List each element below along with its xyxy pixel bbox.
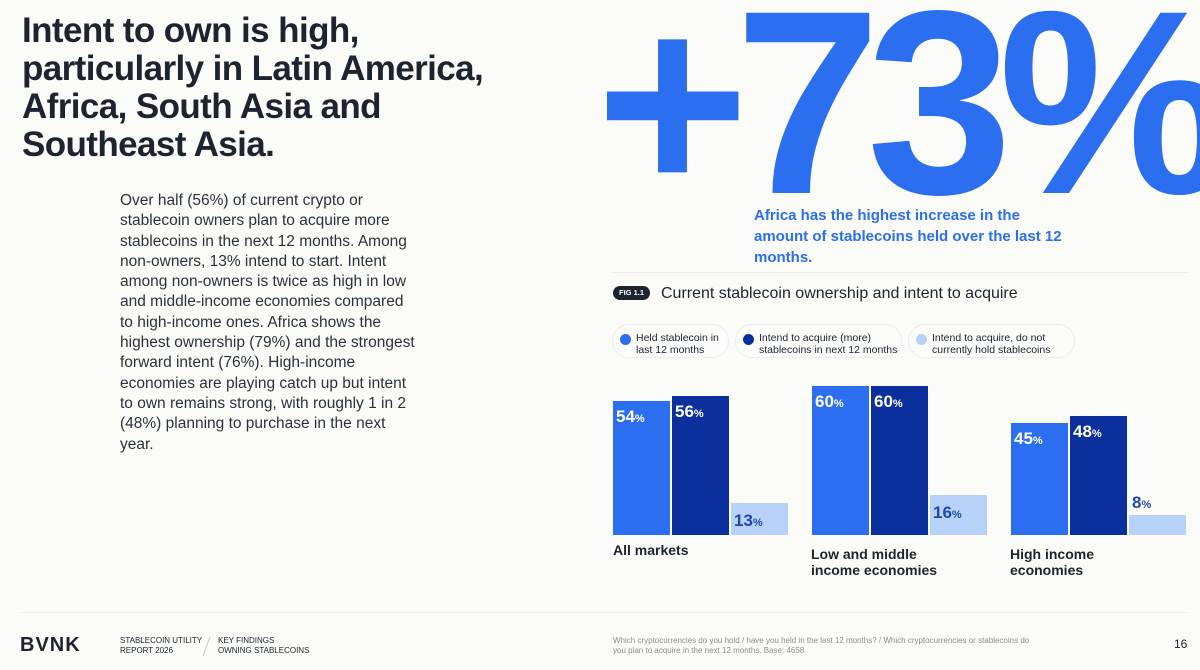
headline: Intent to own is high, particularly in L… <box>22 11 484 164</box>
category-label-all-markets: All markets <box>613 542 689 558</box>
legend-swatch-held <box>620 334 631 345</box>
bar-value-label-intend-more-0: 56% <box>675 402 704 422</box>
legend-swatch-intend-new <box>916 334 927 345</box>
bar-held-1 <box>812 386 869 535</box>
stat-caption: Africa has the highest increase in the a… <box>754 207 1062 266</box>
bar-value-label-intend-new-2: 8% <box>1132 493 1152 513</box>
footer-report-name: STABLECOIN UTILITY REPORT 2026 <box>120 636 203 655</box>
big-stat-value: +73% <box>596 0 1200 249</box>
bar-intend-new-1 <box>930 495 987 535</box>
legend-swatch-intend-more <box>743 334 754 345</box>
bar-value-label-held-2: 45% <box>1014 429 1043 449</box>
legend-item-held: Held stablecoin in last 12 months <box>612 324 729 358</box>
page-number: 16 <box>1174 637 1188 651</box>
category-label-low-middle-income: Low and middle income economies <box>811 546 938 578</box>
bar-value-label-held-1: 60% <box>815 392 844 412</box>
bar-held-0 <box>613 401 670 535</box>
legend-item-intend-more: Intend to acquire (more) stablecoins in … <box>735 324 902 358</box>
bar-intend-more-2 <box>1070 415 1127 535</box>
figure-tag: FIG 1.1 <box>613 286 650 300</box>
bar-intend-new-0 <box>731 502 788 535</box>
divider-top <box>612 272 1188 273</box>
footer-slash-divider <box>202 636 211 657</box>
bar-intend-more-0 <box>672 396 729 535</box>
footer-section-name: KEY FINDINGS OWNING STABLECOINS <box>218 636 310 655</box>
legend-label-intend-new: Intend to acquire, do not currently hold… <box>932 332 1051 356</box>
legend-item-intend-new: Intend to acquire, do not currently hold… <box>908 324 1075 358</box>
category-label-high-income: High income economies <box>1010 546 1095 578</box>
bar-value-label-intend-new-0: 13% <box>734 510 763 530</box>
bar-held-2 <box>1011 423 1068 535</box>
figure-title: Current stablecoin ownership and intent … <box>661 285 1018 302</box>
bar-intend-more-1 <box>871 386 928 535</box>
bvnk-logo: BVNK <box>20 634 81 656</box>
body-paragraph: Over half (56%) of current crypto or sta… <box>120 192 415 453</box>
legend-label-intend-more: Intend to acquire (more) stablecoins in … <box>759 332 898 356</box>
bar-value-label-intend-more-1: 60% <box>874 392 903 412</box>
legend-label-held: Held stablecoin in last 12 months <box>636 332 719 356</box>
bar-value-label-intend-new-1: 16% <box>933 503 962 523</box>
footer-source-note: Which cryptocurrencies do you hold / hav… <box>613 636 1030 655</box>
bar-value-label-held-0: 54% <box>616 407 645 427</box>
bar-intend-new-2 <box>1129 515 1186 535</box>
bar-value-label-intend-more-2: 48% <box>1073 421 1102 441</box>
divider-bottom <box>20 612 1188 613</box>
